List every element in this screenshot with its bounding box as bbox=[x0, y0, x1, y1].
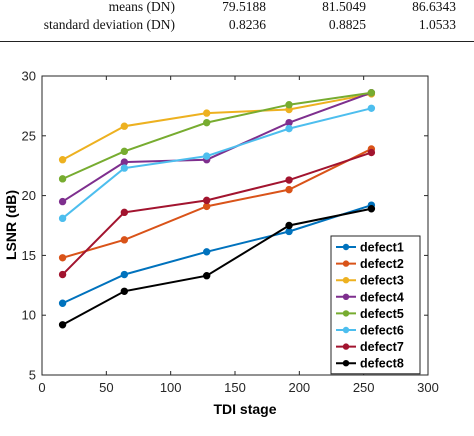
data-point bbox=[120, 208, 129, 217]
legend-label: defect1 bbox=[360, 241, 404, 255]
legend-swatch-marker bbox=[342, 310, 350, 317]
data-point bbox=[120, 158, 129, 166]
data-point bbox=[285, 118, 293, 127]
legend-entry: defect6 bbox=[336, 324, 404, 338]
legend-label: defect7 bbox=[360, 340, 404, 354]
data-point bbox=[58, 175, 67, 183]
x-tick-label: 150 bbox=[224, 380, 246, 395]
legend-entry: defect2 bbox=[336, 257, 404, 271]
x-tick-label: 300 bbox=[417, 380, 439, 395]
cell-value: 79.5188 bbox=[222, 0, 266, 14]
legend-entry: defect5 bbox=[336, 307, 404, 321]
data-point bbox=[285, 227, 293, 236]
data-point bbox=[202, 196, 211, 205]
data-point bbox=[285, 124, 293, 133]
data-point bbox=[58, 299, 67, 307]
table-row-std: standard deviation (DN) 0.8236 0.8825 1.… bbox=[0, 17, 474, 35]
data-point bbox=[285, 221, 293, 230]
data-point bbox=[202, 118, 211, 127]
legend-label: defect8 bbox=[360, 357, 404, 371]
data-point bbox=[120, 122, 129, 130]
caption-fragment bbox=[0, 424, 474, 436]
x-tick-label: 50 bbox=[99, 380, 113, 395]
legend-box bbox=[330, 235, 421, 375]
legend-swatch-marker bbox=[342, 293, 350, 300]
x-tick-label: 100 bbox=[160, 380, 182, 395]
data-point bbox=[120, 236, 129, 244]
y-axis-label: LSNR (dB) bbox=[3, 190, 19, 260]
stats-table: means (DN) 79.5188 81.5049 86.6343 stand… bbox=[0, 0, 474, 48]
data-point bbox=[285, 176, 293, 184]
series-layer bbox=[58, 89, 376, 329]
data-point bbox=[202, 152, 211, 160]
data-point bbox=[285, 185, 293, 194]
row-label: standard deviation (DN) bbox=[43, 17, 175, 32]
x-tick-label: 200 bbox=[288, 380, 310, 395]
y-tick-label: 15 bbox=[22, 248, 36, 263]
cell-value: 1.0533 bbox=[418, 17, 456, 32]
legend-swatch-marker bbox=[342, 326, 350, 334]
data-point bbox=[202, 272, 211, 280]
data-point bbox=[120, 270, 129, 279]
legend-label: defect4 bbox=[360, 290, 404, 304]
row-label: means (DN) bbox=[108, 0, 175, 14]
x-axis-label: TDI stage bbox=[213, 401, 276, 417]
x-tick-label: 250 bbox=[353, 380, 375, 395]
legend-label: defect3 bbox=[360, 274, 404, 288]
y-tick-label: 25 bbox=[22, 128, 36, 143]
legend-label: defect2 bbox=[360, 257, 404, 271]
legend-swatch-marker bbox=[342, 360, 350, 367]
series-defect7 bbox=[58, 148, 376, 279]
series-defect2 bbox=[58, 145, 376, 262]
legend-swatch-marker bbox=[342, 243, 350, 251]
series-defect6 bbox=[58, 104, 376, 223]
series-defect5 bbox=[58, 89, 376, 183]
y-tick-label: 10 bbox=[22, 308, 36, 323]
legend-swatch-marker bbox=[342, 260, 350, 267]
data-point bbox=[120, 287, 129, 295]
y-tick-label: 5 bbox=[29, 368, 36, 383]
data-point bbox=[120, 164, 129, 172]
y-tick-label: 30 bbox=[22, 69, 36, 84]
cell-value: 0.8825 bbox=[328, 17, 366, 32]
data-point bbox=[58, 270, 67, 279]
legend-entry: defect8 bbox=[336, 357, 404, 371]
legend-swatch-marker bbox=[342, 343, 350, 350]
cell-value: 86.6343 bbox=[412, 0, 456, 14]
x-tick-label: 0 bbox=[38, 380, 45, 395]
data-point bbox=[367, 89, 376, 97]
data-point bbox=[58, 156, 67, 164]
legend-entry: defect1 bbox=[336, 241, 404, 255]
legend-label: defect6 bbox=[360, 324, 404, 338]
data-point bbox=[120, 147, 129, 156]
data-point bbox=[58, 197, 67, 206]
cell-value: 0.8236 bbox=[228, 17, 266, 32]
data-point bbox=[367, 205, 376, 213]
legend-entry: defect4 bbox=[336, 290, 404, 304]
data-point bbox=[202, 109, 211, 117]
legend-swatch-marker bbox=[342, 277, 350, 284]
legend: defect1 defect2 defect3 defect4 defect5 defec… bbox=[330, 235, 421, 375]
data-point bbox=[202, 248, 211, 256]
legend-entry: defect7 bbox=[336, 340, 404, 354]
data-point bbox=[285, 101, 293, 109]
y-tick-label: 20 bbox=[22, 188, 36, 203]
data-point bbox=[58, 254, 67, 262]
data-point bbox=[58, 321, 67, 329]
data-point bbox=[58, 214, 67, 223]
table-bottom-rule bbox=[0, 41, 474, 42]
legend-entry: defect3 bbox=[336, 274, 404, 288]
series-defect1 bbox=[58, 201, 376, 307]
axes: 0 50 100 150 200 250 300 5 10 15 20 25 30 bbox=[22, 69, 439, 396]
data-point bbox=[202, 202, 211, 211]
data-point bbox=[367, 104, 376, 112]
table-row-means: means (DN) 79.5188 81.5049 86.6343 bbox=[0, 0, 474, 17]
legend-label: defect5 bbox=[360, 307, 404, 321]
cell-value: 81.5049 bbox=[322, 0, 366, 14]
series-defect8 bbox=[58, 205, 376, 329]
data-point bbox=[367, 148, 376, 157]
